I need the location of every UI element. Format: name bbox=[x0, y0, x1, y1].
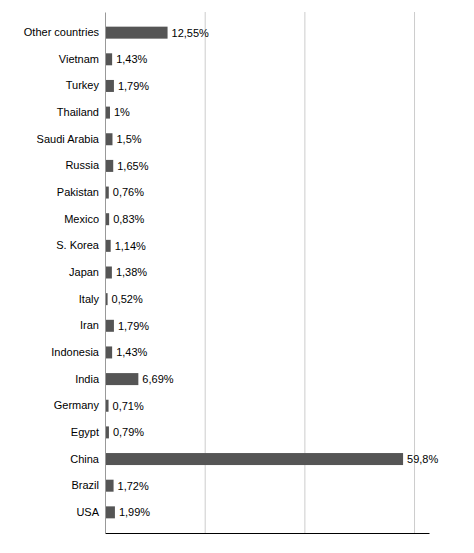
bar bbox=[105, 133, 112, 145]
y-tick-label: Other countries bbox=[24, 26, 100, 38]
data-label: 59,8% bbox=[407, 453, 438, 465]
y-tick-label: Turkey bbox=[66, 79, 100, 91]
y-tick: Vietnam bbox=[59, 53, 99, 65]
bar bbox=[105, 453, 403, 465]
data-label: 0,76% bbox=[113, 186, 144, 198]
data-label: 1,43% bbox=[116, 346, 147, 358]
y-tick: Egypt bbox=[71, 426, 99, 438]
y-tick-label: India bbox=[75, 373, 100, 385]
x-axis bbox=[106, 12, 430, 534]
plot: Other countries Vietnam Turkey Thailand Saud… bbox=[24, 12, 439, 534]
data-label: 0,79% bbox=[113, 426, 144, 438]
y-tick: Iran bbox=[80, 319, 99, 331]
bar bbox=[105, 480, 114, 492]
y-tick-label: Indonesia bbox=[51, 346, 100, 358]
data-label: 1,38% bbox=[116, 266, 147, 278]
data-label: 1,5% bbox=[116, 133, 141, 145]
y-tick: Indonesia bbox=[51, 346, 100, 358]
data-label: 0,71% bbox=[113, 400, 144, 412]
y-tick: Germany bbox=[54, 399, 100, 411]
y-tick: China bbox=[70, 453, 100, 465]
y-tick-label: Pakistan bbox=[57, 186, 99, 198]
bar bbox=[105, 346, 112, 358]
data-label: 1,79% bbox=[118, 80, 149, 92]
chart: Other countries Vietnam Turkey Thailand Saud… bbox=[0, 0, 474, 553]
y-tick: Other countries bbox=[24, 26, 100, 38]
y-tick-label: China bbox=[70, 453, 100, 465]
y-tick: Saudi Arabia bbox=[37, 133, 100, 145]
data-label: 1,79% bbox=[118, 320, 149, 332]
y-tick-label: Egypt bbox=[71, 426, 99, 438]
y-tick: S. Korea bbox=[56, 239, 100, 251]
bar bbox=[105, 80, 114, 92]
y-tick-label: Russia bbox=[65, 159, 100, 171]
y-axis: Other countries Vietnam Turkey Thailand Saud… bbox=[24, 13, 106, 534]
data-label: 0,52% bbox=[112, 293, 143, 305]
y-tick-label: Mexico bbox=[64, 213, 99, 225]
data-label: 1,65% bbox=[117, 160, 148, 172]
y-tick-label: Germany bbox=[54, 399, 100, 411]
y-tick: Italy bbox=[79, 293, 100, 305]
y-tick: Pakistan bbox=[57, 186, 99, 198]
y-tick-label: S. Korea bbox=[56, 239, 100, 251]
data-label: 1% bbox=[114, 106, 130, 118]
data-label: 6,69% bbox=[142, 373, 173, 385]
y-tick: Russia bbox=[65, 159, 100, 171]
y-tick-label: Brazil bbox=[71, 479, 99, 491]
y-tick-label: Vietnam bbox=[59, 53, 99, 65]
bar bbox=[105, 53, 112, 65]
y-tick-label: Thailand bbox=[57, 106, 99, 118]
bar bbox=[105, 506, 115, 518]
y-axis-line bbox=[105, 13, 106, 534]
bar bbox=[105, 27, 168, 39]
bars bbox=[105, 27, 403, 519]
y-tick: Japan bbox=[69, 266, 99, 278]
data-label: 1,14% bbox=[115, 240, 146, 252]
y-tick-label: Japan bbox=[69, 266, 99, 278]
y-tick: USA bbox=[76, 506, 99, 518]
y-tick-label: Saudi Arabia bbox=[37, 133, 100, 145]
y-tick: India bbox=[75, 373, 100, 385]
data-label: 1,72% bbox=[118, 480, 149, 492]
y-tick: Brazil bbox=[71, 479, 99, 491]
data-label: 0,83% bbox=[113, 213, 144, 225]
bar bbox=[105, 320, 114, 332]
data-label: 12,55% bbox=[172, 27, 210, 39]
x-axis-line bbox=[106, 533, 430, 534]
y-tick: Mexico bbox=[64, 213, 99, 225]
y-tick-label: USA bbox=[76, 506, 99, 518]
bar bbox=[105, 267, 112, 279]
data-labels: 12,55% 1,43% 1,79% 1% 1,5% 1,65% 0,76% 0,83% 1,1… bbox=[112, 27, 439, 519]
bar bbox=[105, 160, 113, 172]
y-tick: Turkey bbox=[66, 79, 100, 91]
y-tick-label: Iran bbox=[80, 319, 99, 331]
y-tick-label: Italy bbox=[79, 293, 100, 305]
data-label: 1,43% bbox=[116, 53, 147, 65]
bar bbox=[105, 373, 138, 385]
y-tick: Thailand bbox=[57, 106, 99, 118]
data-label: 1,99% bbox=[119, 506, 150, 518]
